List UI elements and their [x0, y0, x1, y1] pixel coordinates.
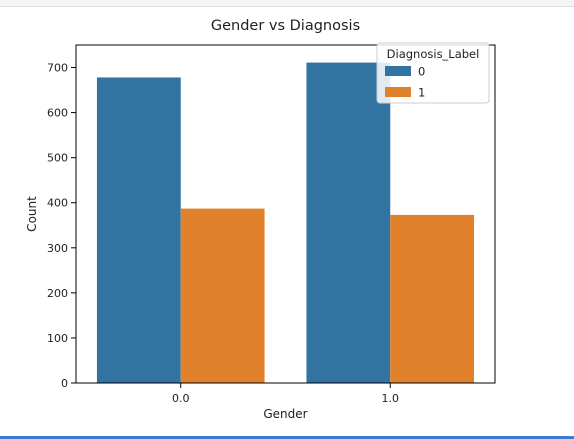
bars-group: [96, 62, 475, 384]
plot-frame: [75, 44, 496, 384]
y-axis-title: Count: [25, 196, 39, 232]
legend-label-1: 1: [418, 86, 425, 100]
legend-swatch-0: [385, 66, 411, 76]
legend-swatch-1: [385, 87, 411, 97]
bar-1.0-series-0: [306, 62, 391, 384]
y-tick-label: 300: [47, 242, 68, 255]
y-tick-label: 0: [61, 377, 68, 390]
bar-0.0-series-1: [180, 208, 265, 383]
legend-label-0: 0: [418, 65, 425, 79]
chart-title: Gender vs Diagnosis: [211, 18, 360, 34]
bar-1.0-series-1: [390, 214, 475, 383]
x-axis: 0.0 1.0: [172, 383, 399, 405]
y-tick-label: 200: [47, 287, 68, 300]
y-tick-label: 500: [47, 152, 68, 165]
window-bottom-bar: [0, 436, 574, 439]
y-tick-label: 600: [47, 107, 68, 120]
y-tick-label: 700: [47, 62, 68, 75]
legend: Diagnosis_Label 01: [376, 42, 490, 104]
y-tick-label: 100: [47, 332, 68, 345]
x-tick-label: 1.0: [382, 392, 400, 405]
x-tick-label: 0.0: [172, 392, 190, 405]
y-axis: 0 100 200 300 400 500 600 700: [47, 62, 76, 390]
x-axis-title: Gender: [263, 407, 307, 421]
bar-0.0-series-0: [96, 77, 181, 383]
window-top-strip: [0, 0, 574, 7]
legend-items: 01: [385, 65, 425, 100]
y-tick-label: 400: [47, 197, 68, 210]
legend-title: Diagnosis_Label: [387, 47, 480, 61]
